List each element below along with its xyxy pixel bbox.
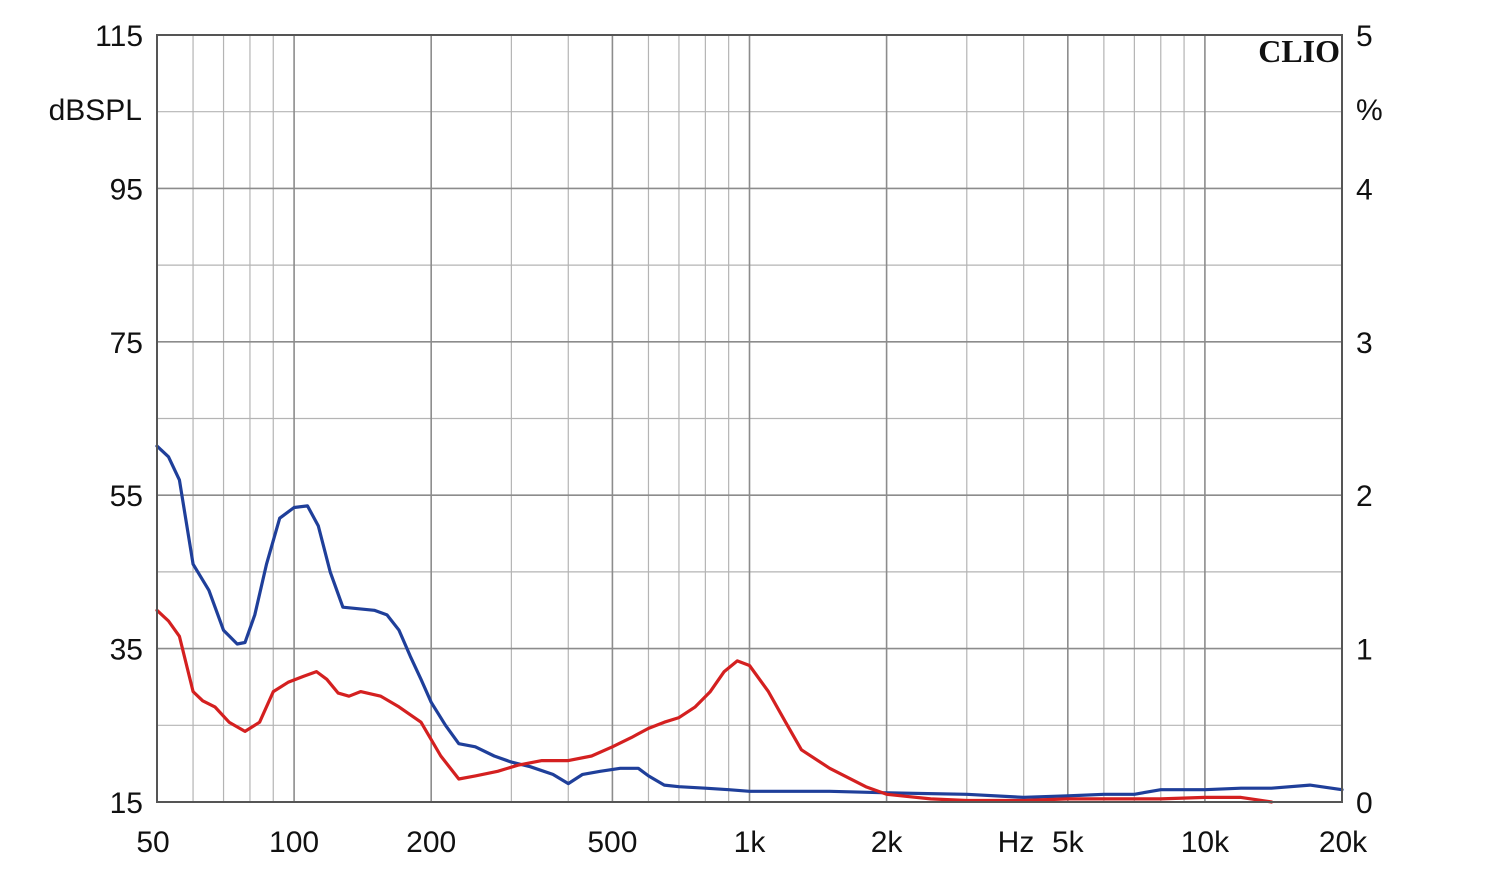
right-tick-label: 3 <box>1356 327 1373 360</box>
right-tick-label: 5 <box>1356 20 1373 53</box>
x-tick-label: 200 <box>406 826 456 859</box>
x-tick-label: 10k <box>1181 826 1230 859</box>
left-tick-label: 115 <box>95 20 143 53</box>
clio-brand-label: CLIO <box>1258 33 1340 69</box>
x-axis-tick-labels: 50 100 200 500 1k 2k 5k 10k 20k <box>136 826 1368 859</box>
series-line-2 <box>155 608 1274 804</box>
right-tick-label: 2 <box>1356 480 1373 513</box>
x-tick-label: 100 <box>269 826 319 859</box>
left-tick-label: 95 <box>110 173 143 206</box>
series-layer <box>155 444 1344 804</box>
x-tick-label: 50 <box>136 826 169 859</box>
left-axis-tick-labels: 115 95 75 55 35 15 <box>95 20 143 820</box>
series-line-1 <box>155 444 1344 800</box>
x-tick-label: 5k <box>1052 826 1085 859</box>
right-tick-label: 0 <box>1356 787 1373 820</box>
right-axis-label: % <box>1356 94 1383 127</box>
x-tick-label: 500 <box>587 826 637 859</box>
left-tick-label: 55 <box>110 480 143 513</box>
right-axis-tick-labels: 5 4 3 2 1 0 <box>1356 20 1373 820</box>
right-tick-label: 4 <box>1356 173 1373 206</box>
right-tick-label: 1 <box>1356 634 1373 667</box>
x-tick-label: 20k <box>1319 826 1368 859</box>
major-gridlines <box>157 35 1342 802</box>
x-axis-label: Hz <box>998 826 1035 859</box>
left-tick-label: 35 <box>110 634 143 667</box>
left-tick-label: 75 <box>110 327 143 360</box>
left-tick-label: 15 <box>110 787 143 820</box>
plot-frame <box>156 34 1343 803</box>
x-tick-label: 1k <box>734 826 767 859</box>
x-tick-label: 2k <box>871 826 904 859</box>
left-axis-label: dBSPL <box>49 94 142 127</box>
